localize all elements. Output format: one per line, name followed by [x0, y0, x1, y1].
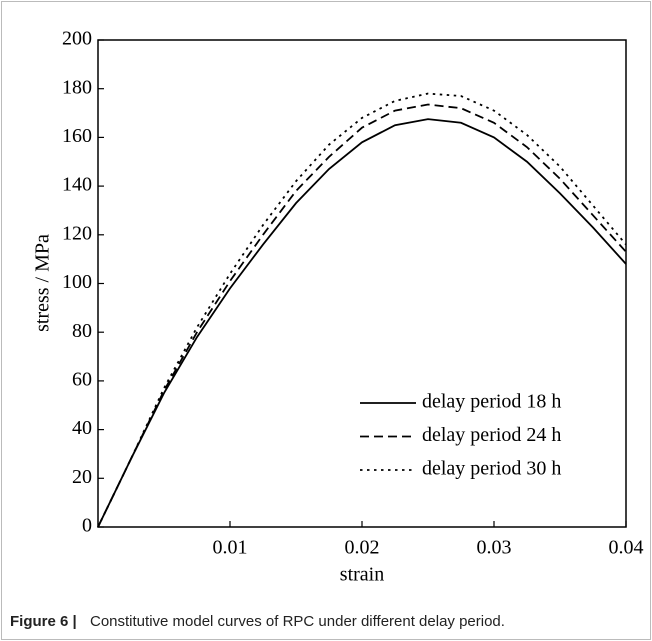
y-tick-label: 200 — [62, 28, 92, 50]
y-tick-label: 140 — [62, 174, 92, 196]
caption-text: Constitutive model curves of RPC under d… — [90, 613, 505, 630]
legend-label: delay period 24 h — [422, 424, 561, 446]
y-tick-label: 160 — [62, 125, 92, 147]
y-tick-label: 20 — [72, 466, 92, 488]
y-tick-label: 180 — [62, 76, 92, 98]
x-axis-label: strain — [340, 564, 384, 586]
plot-frame — [97, 39, 627, 528]
x-tick-label: 0.02 — [345, 537, 380, 559]
y-tick-label: 120 — [62, 222, 92, 244]
series-line — [97, 118, 627, 528]
series-line — [97, 92, 627, 528]
y-tick-label: 80 — [72, 320, 92, 342]
series-line — [97, 103, 627, 528]
x-tick-label: 0.04 — [609, 537, 644, 559]
caption-label: Figure 6 | — [10, 613, 77, 630]
y-axis-label: stress / MPa — [32, 234, 54, 332]
x-tick-label: 0.01 — [213, 537, 248, 559]
legend-label: delay period 30 h — [422, 458, 561, 480]
y-tick-label: 100 — [62, 271, 92, 293]
x-tick-label: 0.03 — [477, 537, 512, 559]
y-tick-label: 0 — [82, 515, 92, 537]
y-tick-label: 40 — [72, 417, 92, 439]
y-tick-label: 60 — [72, 368, 92, 390]
legend-label: delay period 18 h — [422, 391, 561, 413]
